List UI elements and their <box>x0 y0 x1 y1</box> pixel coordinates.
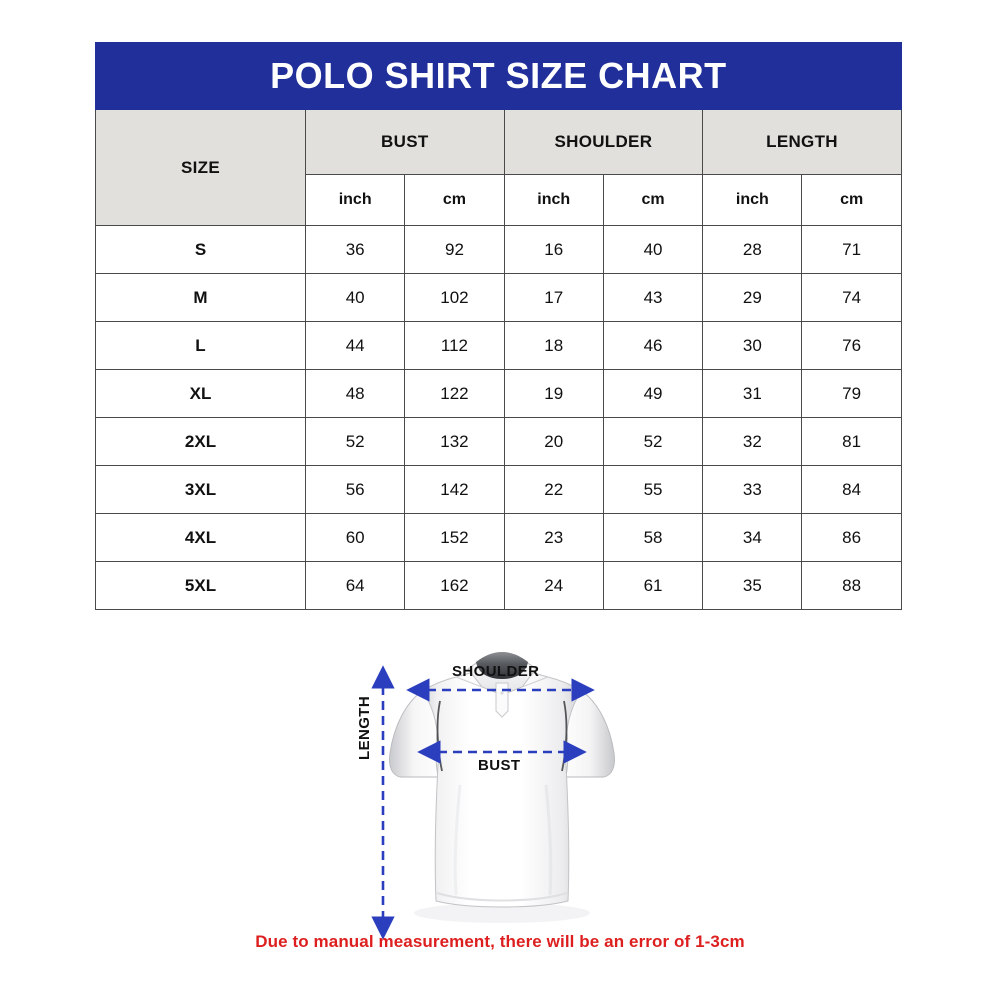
table-row: 3XL 56 142 22 55 33 84 <box>95 465 902 514</box>
shirt-collar-inner <box>476 652 528 679</box>
shoulder-cm-cell: 52 <box>602 417 704 466</box>
size-cell: 2XL <box>95 417 306 466</box>
bust-cm-cell: 122 <box>404 369 505 418</box>
shoulder-inch-cell: 23 <box>503 513 604 562</box>
bust-dimension-label: BUST <box>478 757 521 774</box>
length-cm-cell: 81 <box>801 417 902 466</box>
unit-length-cm: cm <box>801 174 902 226</box>
length-inch-cell: 32 <box>702 417 803 466</box>
bust-inch-cell: 36 <box>304 225 406 274</box>
page-title: POLO SHIRT SIZE CHART <box>95 42 902 110</box>
column-group-shoulder: SHOULDER <box>503 109 704 175</box>
bust-inch-cell: 48 <box>304 369 406 418</box>
table-row: 2XL 52 132 20 52 32 81 <box>95 417 902 466</box>
length-inch-cell: 31 <box>702 369 803 418</box>
length-cm-cell: 79 <box>801 369 902 418</box>
shoulder-cm-cell: 58 <box>602 513 704 562</box>
unit-shoulder-inch: inch <box>503 174 604 226</box>
size-cell: 4XL <box>95 513 306 562</box>
length-inch-cell: 28 <box>702 225 803 274</box>
shoulder-cm-cell: 40 <box>602 225 704 274</box>
table-row: 4XL 60 152 23 58 34 86 <box>95 513 902 562</box>
length-inch-cell: 29 <box>702 273 803 322</box>
length-cm-cell: 86 <box>801 513 902 562</box>
table-row: XL 48 122 19 49 31 79 <box>95 369 902 418</box>
length-inch-cell: 30 <box>702 321 803 370</box>
size-cell: 5XL <box>95 561 306 610</box>
bust-inch-cell: 44 <box>304 321 406 370</box>
group-header-row: SIZE BUST SHOULDER LENGTH <box>95 109 902 226</box>
unit-length-inch: inch <box>702 174 803 226</box>
length-dimension-label: LENGTH <box>356 695 373 760</box>
bust-cm-cell: 152 <box>404 513 505 562</box>
shoulder-dimension-label: SHOULDER <box>452 663 540 680</box>
shoulder-cm-cell: 43 <box>602 273 704 322</box>
bust-inch-cell: 60 <box>304 513 406 562</box>
shoulder-cm-cell: 61 <box>602 561 704 610</box>
shoulder-inch-cell: 24 <box>503 561 604 610</box>
column-group-size: SIZE <box>95 109 306 226</box>
size-cell: 3XL <box>95 465 306 514</box>
size-cell: S <box>95 225 306 274</box>
length-cm-cell: 71 <box>801 225 902 274</box>
shirt-shadow <box>414 903 590 923</box>
bust-cm-cell: 102 <box>404 273 505 322</box>
unit-bust-inch: inch <box>304 174 406 226</box>
size-chart-table: POLO SHIRT SIZE CHART SIZE BUST SHOULDER… <box>95 42 902 610</box>
shirt-fold-left <box>453 784 462 896</box>
shirt-button <box>500 691 504 695</box>
shoulder-inch-cell: 17 <box>503 273 604 322</box>
length-cm-cell: 74 <box>801 273 902 322</box>
shirt-fold-right <box>544 784 553 896</box>
bust-inch-cell: 56 <box>304 465 406 514</box>
shoulder-cm-cell: 49 <box>602 369 704 418</box>
size-chart-body: S 36 92 16 40 28 71 M 40 102 17 43 29 74 L 44 112 18 46 30 7… <box>95 225 902 610</box>
table-row: S 36 92 16 40 28 71 <box>95 225 902 274</box>
column-group-bust: BUST <box>305 109 505 175</box>
shoulder-inch-cell: 19 <box>503 369 604 418</box>
size-cell: XL <box>95 369 306 418</box>
shirt-left-armhole-seam <box>436 700 443 772</box>
table-row: 5XL 64 162 24 61 35 88 <box>95 561 902 610</box>
bust-inch-cell: 64 <box>304 561 406 610</box>
bust-cm-cell: 142 <box>404 465 505 514</box>
bust-inch-cell: 52 <box>304 417 406 466</box>
unit-shoulder-cm: cm <box>602 174 704 226</box>
length-cm-cell: 76 <box>801 321 902 370</box>
shirt-right-armhole-seam <box>561 700 568 772</box>
bust-cm-cell: 162 <box>404 561 505 610</box>
bust-inch-cell: 40 <box>304 273 406 322</box>
size-cell: M <box>95 273 306 322</box>
unit-bust-cm: cm <box>404 174 505 226</box>
size-cell: L <box>95 321 306 370</box>
length-inch-cell: 34 <box>702 513 803 562</box>
shoulder-cm-cell: 46 <box>602 321 704 370</box>
length-cm-cell: 84 <box>801 465 902 514</box>
shoulder-inch-cell: 22 <box>503 465 604 514</box>
shirt-hem <box>436 892 568 902</box>
length-inch-cell: 33 <box>702 465 803 514</box>
bust-cm-cell: 92 <box>404 225 505 274</box>
column-group-length: LENGTH <box>702 109 902 175</box>
shoulder-cm-cell: 55 <box>602 465 704 514</box>
title-row: POLO SHIRT SIZE CHART <box>95 42 902 110</box>
unit-header-row: inch cm inch cm inch cm <box>96 174 902 226</box>
table-row: M 40 102 17 43 29 74 <box>95 273 902 322</box>
table-row: L 44 112 18 46 30 76 <box>95 321 902 370</box>
shirt-placket <box>495 682 509 718</box>
length-cm-cell: 88 <box>801 561 902 610</box>
length-inch-cell: 35 <box>702 561 803 610</box>
shoulder-inch-cell: 18 <box>503 321 604 370</box>
shoulder-inch-cell: 16 <box>503 225 604 274</box>
shoulder-inch-cell: 20 <box>503 417 604 466</box>
measurement-disclaimer: Due to manual measurement, there will be… <box>255 932 745 951</box>
bust-cm-cell: 132 <box>404 417 505 466</box>
bust-cm-cell: 112 <box>404 321 505 370</box>
